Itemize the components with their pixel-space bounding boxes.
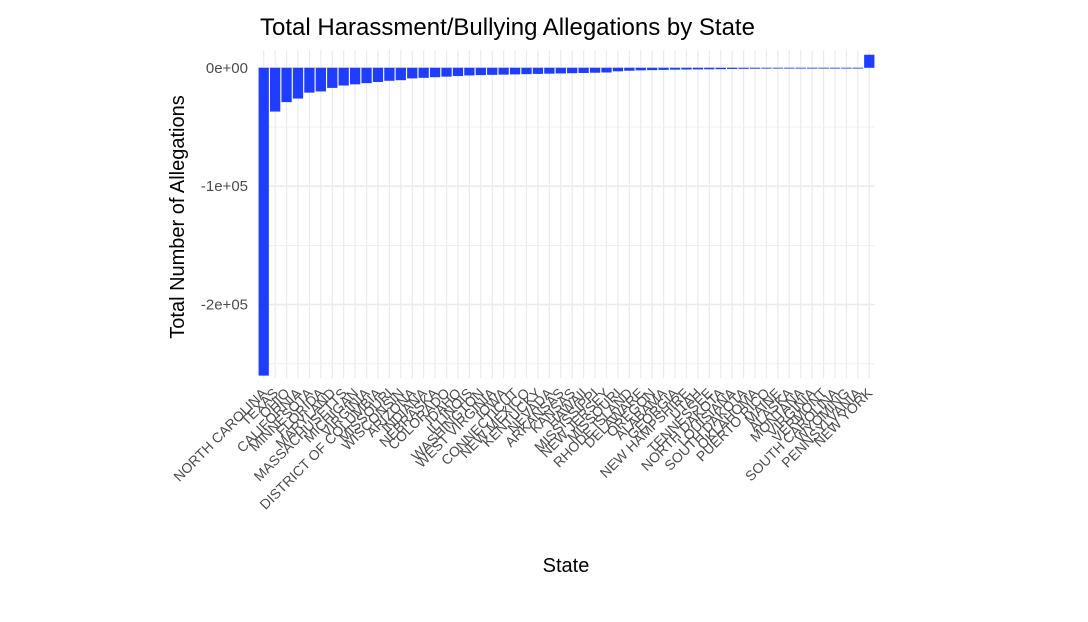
bar	[361, 67, 372, 84]
bar	[441, 67, 452, 77]
bar	[487, 67, 498, 75]
bar	[475, 67, 486, 76]
chart-title: Total Harassment/Bullying Allegations by…	[260, 14, 755, 41]
bar	[829, 67, 841, 69]
bar	[578, 67, 589, 73]
bar	[292, 67, 304, 99]
bar	[509, 67, 521, 75]
bar	[784, 67, 795, 69]
bars	[258, 54, 875, 376]
y-axis-title: Total Number of Allegations	[167, 95, 189, 338]
bar	[281, 67, 292, 103]
bar	[692, 67, 704, 70]
bar	[841, 67, 852, 69]
y-axis-ticks: 0e+00 -1e+05 -2e+05	[201, 60, 248, 314]
bar	[418, 67, 429, 78]
bar	[681, 67, 692, 70]
bar	[761, 67, 772, 69]
bar	[635, 67, 646, 71]
bar	[429, 67, 441, 78]
bar	[647, 67, 658, 71]
bar	[715, 67, 726, 70]
bar	[258, 67, 269, 376]
bar	[555, 67, 566, 74]
x-axis-ticks: NORTH CAROLINATEXASOHIOCALIFORNIAMINNESO…	[170, 384, 876, 512]
bar	[498, 67, 509, 75]
bar	[807, 67, 818, 69]
bar	[852, 67, 864, 69]
bar	[818, 67, 829, 69]
x-axis-title: State	[543, 555, 590, 577]
bar	[395, 67, 406, 81]
y-tick-label: 0e+00	[206, 60, 248, 77]
bar	[464, 67, 475, 76]
bar	[669, 67, 681, 70]
bar	[269, 67, 281, 112]
bar	[315, 67, 326, 92]
bar	[704, 67, 715, 70]
bar	[601, 67, 612, 73]
bar	[864, 54, 875, 68]
bar	[452, 67, 464, 77]
bar	[612, 67, 624, 72]
bar	[658, 67, 669, 70]
bar	[407, 67, 418, 79]
bar	[544, 67, 555, 74]
grid-lines	[258, 50, 875, 378]
bar	[795, 67, 806, 69]
bar	[349, 67, 361, 85]
bar	[589, 67, 601, 73]
y-tick-label: -1e+05	[201, 178, 248, 195]
bar	[738, 67, 749, 69]
bar	[338, 67, 349, 86]
bar	[624, 67, 635, 71]
bar	[772, 67, 784, 69]
bar	[521, 67, 532, 75]
bar	[749, 67, 761, 69]
bar	[372, 67, 384, 82]
bar	[727, 67, 738, 69]
y-tick-label: -2e+05	[201, 297, 248, 314]
bar	[532, 67, 544, 74]
bar	[327, 67, 338, 88]
bar	[304, 67, 315, 93]
bar	[567, 67, 578, 74]
bar	[384, 67, 395, 81]
